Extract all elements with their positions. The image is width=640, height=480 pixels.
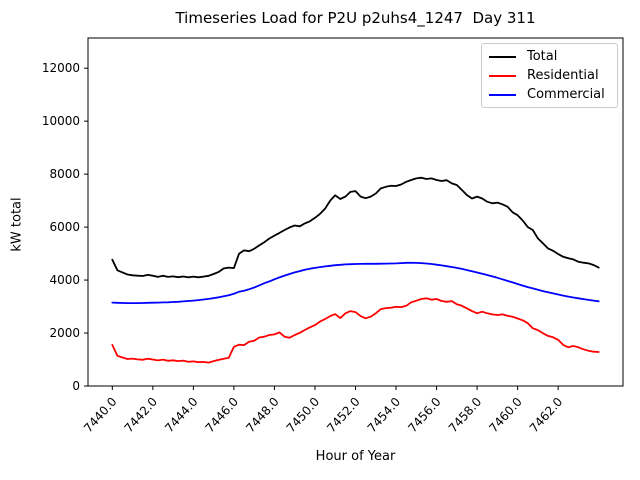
y-tick-label: 2000 — [49, 326, 80, 340]
y-tick-label: 12000 — [42, 61, 80, 75]
legend-line-commercial — [489, 93, 516, 96]
x-tick-label: 7440.0 — [81, 395, 120, 436]
legend-line-total — [489, 55, 516, 58]
legend-row-commercial: Commercial — [482, 85, 617, 104]
legend-line-residential — [489, 74, 516, 77]
y-tick-label: 8000 — [49, 167, 80, 181]
x-axis-label: Hour of Year — [315, 449, 396, 464]
chart-title: Timeseries Load for P2U p2uhs4_1247 Day … — [175, 9, 536, 27]
x-tick-label: 7446.0 — [203, 395, 242, 436]
legend: Total Residential Commercial — [481, 43, 618, 108]
y-tick-label: 6000 — [49, 220, 80, 234]
x-tick-label: 7458.0 — [446, 395, 485, 436]
series-line-total — [111, 176, 600, 279]
legend-label-commercial: Commercial — [527, 87, 605, 102]
y-tick-label: 10000 — [42, 114, 80, 128]
x-tick-label: 7442.0 — [122, 395, 161, 436]
series-line-commercial — [111, 261, 600, 305]
x-tick-label: 7452.0 — [324, 395, 363, 436]
legend-row-total: Total — [482, 47, 617, 66]
axes-frame — [87, 37, 624, 387]
x-tick-label: 7444.0 — [162, 395, 201, 436]
y-tick-label: 0 — [72, 379, 80, 393]
legend-label-total: Total — [527, 49, 558, 64]
series-line-residential — [111, 297, 600, 364]
y-tick-label: 4000 — [49, 273, 80, 287]
x-tick-label: 7460.0 — [486, 395, 525, 436]
legend-label-residential: Residential — [527, 68, 599, 83]
legend-row-residential: Residential — [482, 66, 617, 85]
x-tick-label: 7462.0 — [527, 395, 566, 436]
x-tick-label: 7456.0 — [405, 395, 444, 436]
x-tick-label: 7448.0 — [243, 395, 282, 436]
x-tick-label: 7454.0 — [365, 395, 404, 436]
y-axis-label: kW total — [9, 197, 25, 252]
x-tick-label: 7450.0 — [284, 395, 323, 436]
